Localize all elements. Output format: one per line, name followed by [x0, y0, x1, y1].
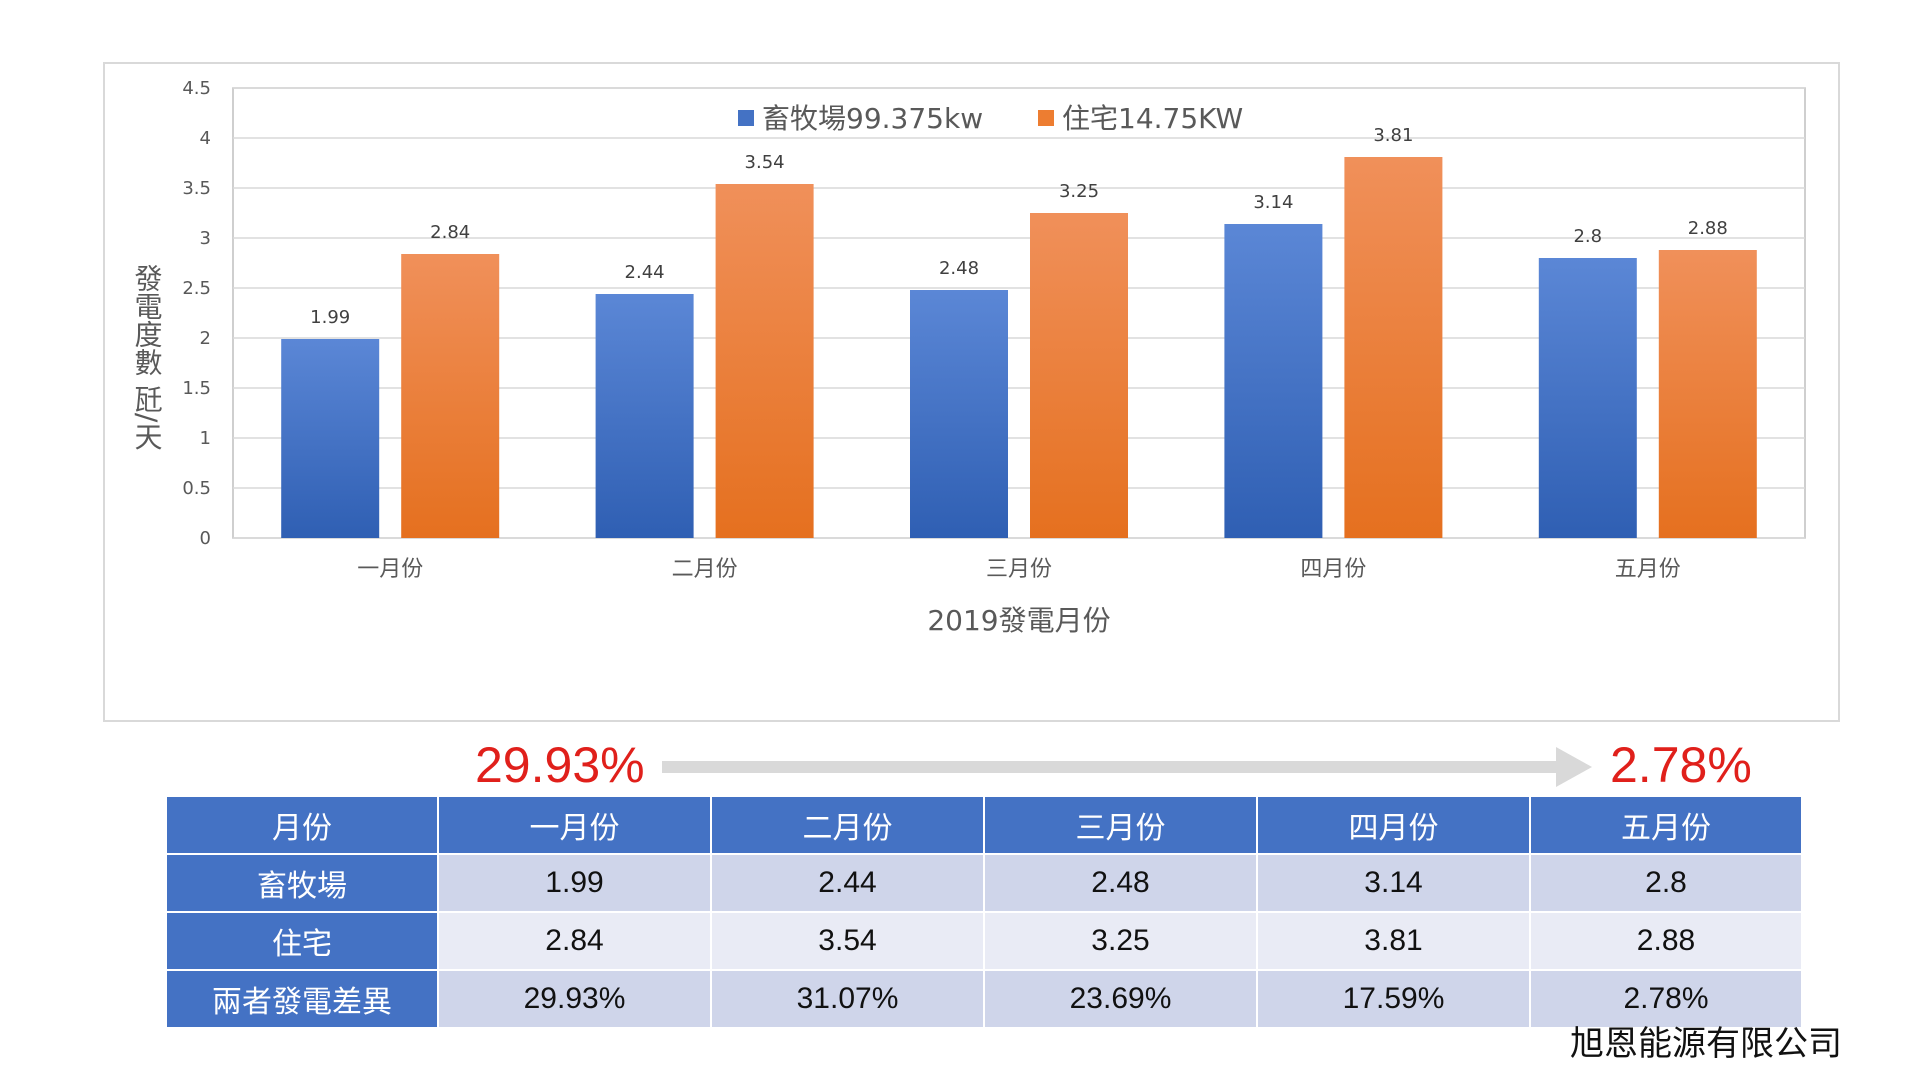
y-tick-label: 3	[200, 228, 211, 249]
bar-livestock	[1538, 258, 1637, 538]
x-axis-title: 2019發電月份	[927, 604, 1110, 637]
bar-residential	[401, 254, 500, 538]
table-cell: 2.78%	[1529, 969, 1803, 1029]
y-axis-title: 發電度數 瓩/天	[131, 264, 164, 451]
y-tick-label: 0	[200, 528, 211, 549]
y-tick-label: 3.5	[182, 178, 211, 199]
y-tick-label: 0.5	[182, 478, 211, 499]
legend-label: 畜牧場99.375kw	[762, 102, 983, 135]
data-label: 2.44	[625, 262, 665, 283]
x-tick-label: 三月份	[986, 557, 1052, 582]
data-label: 2.8	[1573, 226, 1602, 247]
legend-swatch	[1038, 110, 1054, 126]
x-tick-label: 一月份	[357, 557, 423, 582]
chart-panel: 0 0.5 1 1.5 2 2.5 3 3.5 4 4.5 1.99 2.84 一月份 2.44 3.54 二…	[103, 62, 1840, 722]
table-header-cell: 月份	[165, 795, 439, 855]
y-tick-label: 2.5	[182, 278, 211, 299]
table-row: 住宅 2.84 3.54 3.25 3.81 2.88	[165, 911, 1803, 971]
company-name: 旭恩能源有限公司	[1570, 1024, 1842, 1064]
y-tick-label: 4.5	[182, 78, 211, 99]
bar-chart: 00.511.522.533.544.51.992.84一月份2.443.54二…	[131, 78, 1806, 637]
table-header-cell: 五月份	[1529, 795, 1803, 855]
x-tick-label: 二月份	[672, 557, 738, 582]
table-cell: 17.59%	[1256, 969, 1531, 1029]
table-header-cell: 二月份	[710, 795, 985, 855]
row-label: 住宅	[165, 911, 439, 971]
data-label: 3.81	[1373, 125, 1413, 146]
table-row: 兩者發電差異 29.93% 31.07% 23.69% 17.59% 2.78%	[165, 969, 1803, 1029]
row-label: 畜牧場	[165, 853, 439, 913]
table-header-cell: 四月份	[1256, 795, 1531, 855]
data-label: 1.99	[310, 307, 350, 328]
data-table: 月份 一月份 二月份 三月份 四月份 五月份 畜牧場 1.99 2.44 2.4…	[165, 795, 1803, 1029]
bar-residential	[715, 184, 814, 538]
y-tick-label: 1	[200, 428, 211, 449]
table-cell: 3.81	[1256, 911, 1531, 971]
table-cell: 3.54	[710, 911, 985, 971]
data-label: 2.48	[939, 258, 979, 279]
change-indicator: 29.93% 2.78%	[0, 735, 1920, 795]
table-header-row: 月份 一月份 二月份 三月份 四月份 五月份	[165, 795, 1803, 855]
x-tick-label: 四月份	[1300, 557, 1366, 582]
data-label: 3.14	[1253, 192, 1293, 213]
table-header-cell: 一月份	[437, 795, 712, 855]
table-cell: 3.25	[983, 911, 1258, 971]
end-difference-percent: 2.78%	[1610, 737, 1752, 793]
table-cell: 3.14	[1256, 853, 1531, 913]
table-cell: 23.69%	[983, 969, 1258, 1029]
table-cell: 2.84	[437, 911, 712, 971]
data-label: 2.88	[1688, 218, 1728, 239]
bar-residential	[1030, 213, 1128, 538]
y-tick-label: 1.5	[182, 378, 211, 399]
data-label: 2.84	[430, 222, 470, 243]
row-label: 兩者發電差異	[165, 969, 439, 1029]
table-cell: 31.07%	[710, 969, 985, 1029]
y-tick-label: 4	[200, 128, 211, 149]
table-cell: 29.93%	[437, 969, 712, 1029]
data-label: 3.25	[1059, 181, 1099, 202]
data-label: 3.54	[745, 152, 785, 173]
table-cell: 2.88	[1529, 911, 1803, 971]
table-cell: 1.99	[437, 853, 712, 913]
bar-residential	[1344, 157, 1443, 538]
x-tick-label: 五月份	[1615, 557, 1681, 582]
bar-livestock	[1224, 224, 1323, 538]
table-row: 畜牧場 1.99 2.44 2.48 3.14 2.8	[165, 853, 1803, 913]
bar-residential	[1658, 250, 1757, 538]
start-difference-percent: 29.93%	[475, 737, 645, 793]
table-cell: 2.44	[710, 853, 985, 913]
bar-livestock	[910, 290, 1008, 538]
arrow-right-icon	[662, 761, 1562, 773]
legend-swatch	[738, 110, 754, 126]
table-cell: 2.48	[983, 853, 1258, 913]
legend-label: 住宅14.75KW	[1062, 102, 1243, 135]
y-tick-label: 2	[200, 328, 211, 349]
bar-livestock	[595, 294, 694, 538]
table-cell: 2.8	[1529, 853, 1803, 913]
arrow-head-icon	[1556, 747, 1592, 787]
bar-livestock	[281, 339, 380, 538]
table-header-cell: 三月份	[983, 795, 1258, 855]
